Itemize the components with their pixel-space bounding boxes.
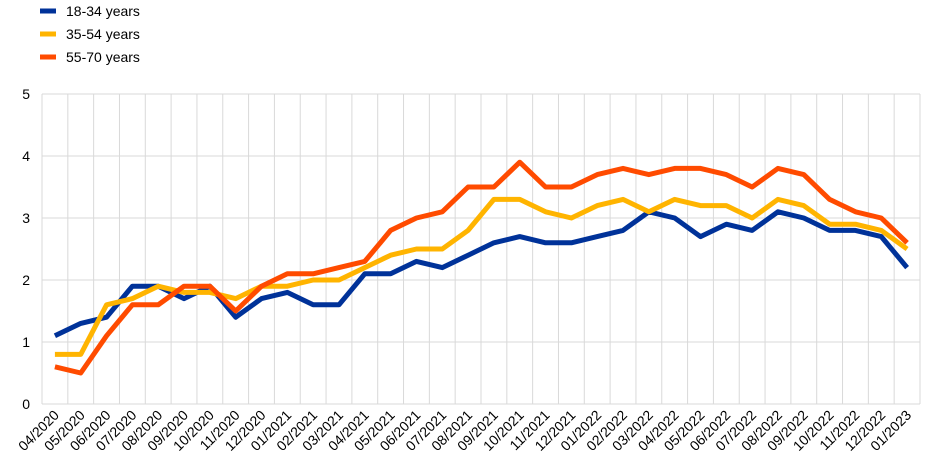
y-tick-label: 0: [22, 396, 30, 412]
series-line-2: [54, 196, 909, 357]
legend: 18-34 years 35-54 years 55-70 years: [40, 3, 140, 65]
y-tick-label: 5: [22, 86, 30, 102]
grid: [41, 93, 921, 405]
y-axis-ticks: 0 1 2 3 4 5: [22, 86, 30, 412]
series-line-3: [54, 159, 909, 376]
x-axis-ticks: 04/202005/202006/202007/202008/202009/20…: [15, 407, 914, 454]
legend-label: 55-70 years: [66, 49, 140, 65]
series-lines: [53, 159, 910, 376]
legend-label: 35-54 years: [66, 26, 140, 42]
y-tick-label: 1: [22, 334, 30, 350]
y-tick-label: 3: [22, 210, 30, 226]
y-tick-label: 4: [22, 148, 30, 164]
legend-label: 18-34 years: [66, 3, 140, 19]
y-tick-label: 2: [22, 272, 30, 288]
